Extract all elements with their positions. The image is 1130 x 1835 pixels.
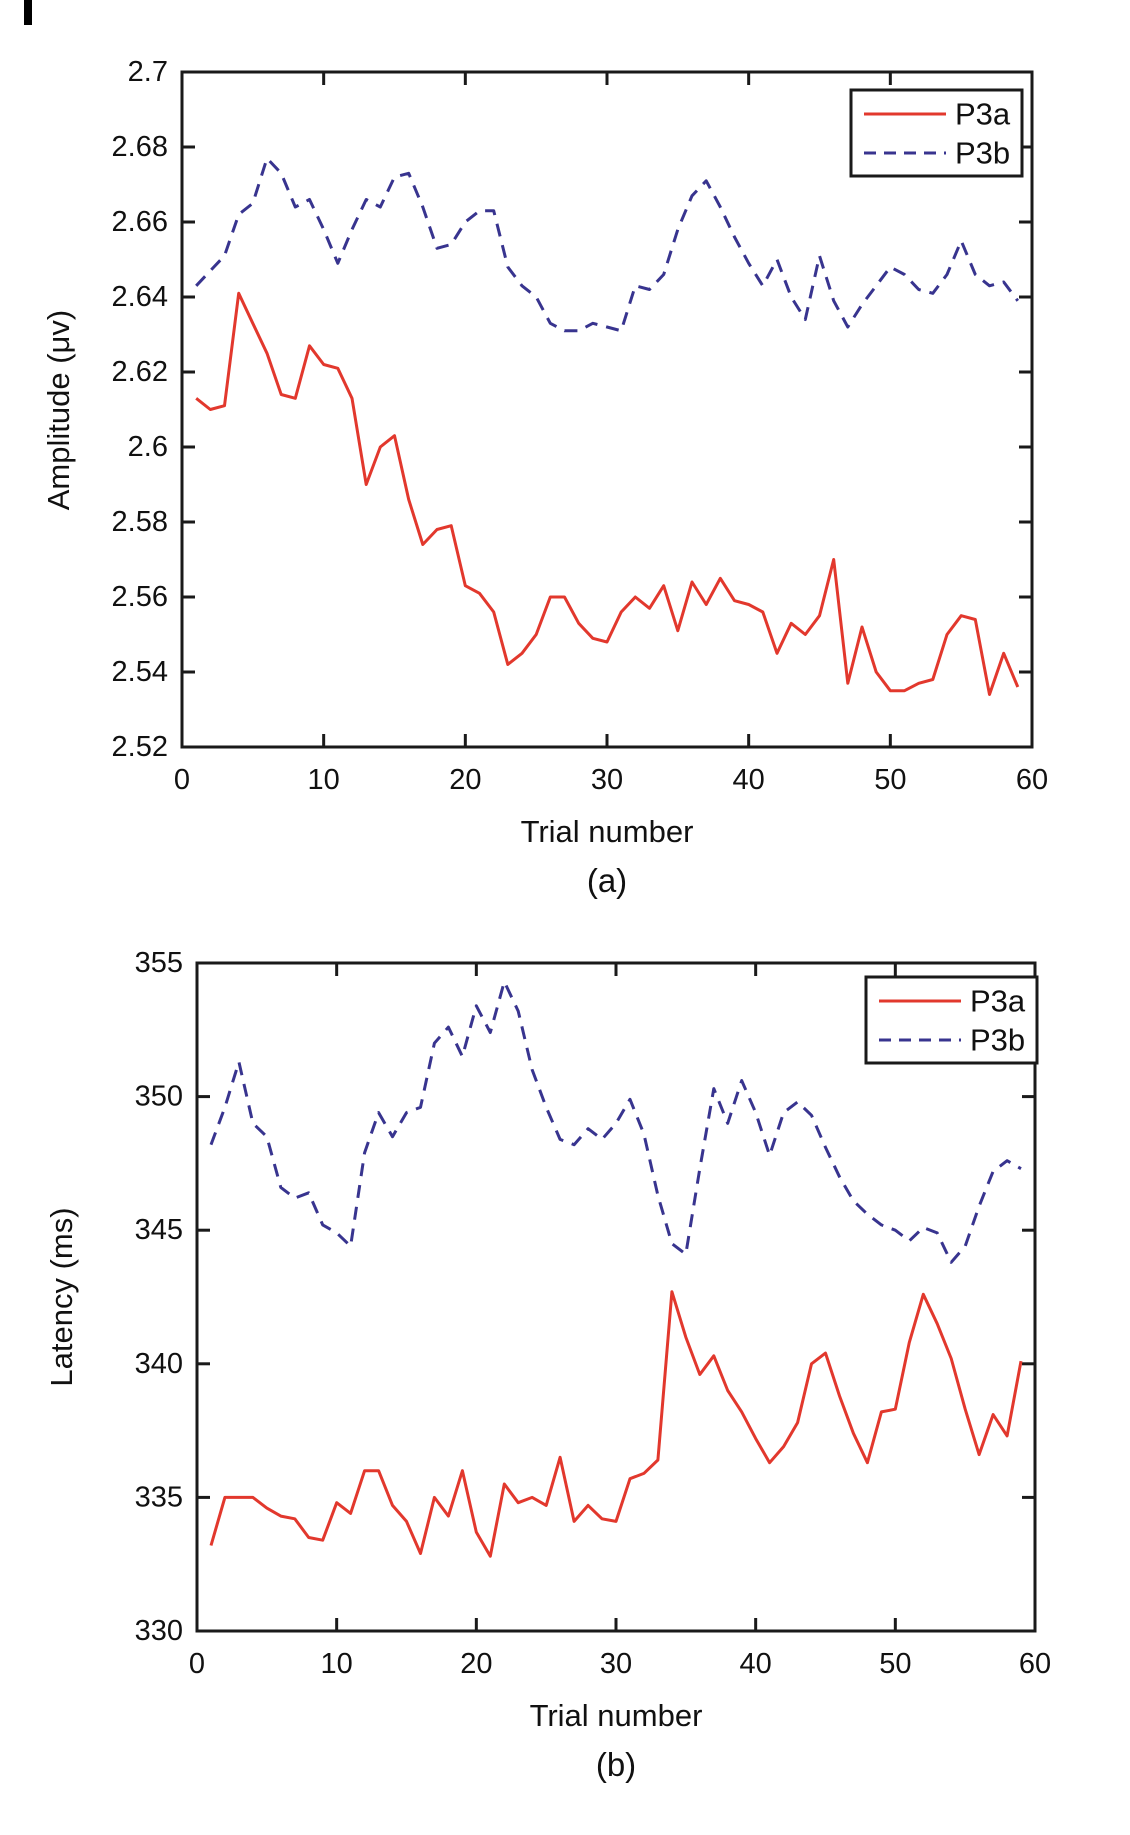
y-tick-label: 2.7: [128, 56, 168, 88]
y-tick-label: 355: [135, 947, 183, 979]
x-tick-label: 10: [321, 1648, 353, 1680]
series-P3b-line: [209, 980, 1022, 1264]
y-tick-label: 330: [135, 1615, 183, 1647]
y-tick-label: 2.56: [112, 581, 168, 613]
chart-b-caption: (b): [595, 1746, 637, 1783]
y-tick-label: 2.52: [112, 731, 168, 763]
y-tick-label: 345: [135, 1214, 183, 1246]
y-tick-label: 2.6: [128, 431, 168, 463]
legend-P3b-label: P3b: [970, 1023, 1025, 1058]
y-tick-label: 2.68: [112, 131, 168, 163]
x-tick-label: 50: [874, 764, 906, 796]
x-tick-label: 30: [600, 1648, 632, 1680]
legend-box: [864, 975, 1039, 1065]
y-tick-label: 2.54: [112, 656, 168, 688]
page-corner-mark: [24, 0, 32, 25]
chart-b-x-axis-title: Trial number: [529, 1698, 703, 1733]
x-tick-label: 60: [1016, 764, 1048, 796]
y-tick-label: 335: [135, 1481, 183, 1513]
chart-a-plot: 0 10 20 30 40 50 60 2.52 2.54 2.56 2.58 2.6 2.62 2.64…: [112, 56, 1049, 796]
legend-P3a-label: P3a: [955, 97, 1011, 132]
legend-P3b-label: P3b: [955, 136, 1010, 171]
x-tick-label: 20: [460, 1648, 492, 1680]
x-tick-label: 40: [740, 1648, 772, 1680]
y-tick-label: 340: [135, 1348, 183, 1380]
chart-b-plot: 0 10 20 30 40 50 60 330 335 340 345 350 355 P3a P3b: [135, 947, 1052, 1680]
x-tick-label: 10: [308, 764, 340, 796]
chart-a-caption: (a): [586, 862, 628, 899]
y-tick-label: 350: [135, 1081, 183, 1113]
x-tick-label: 40: [733, 764, 765, 796]
y-tick-label: 2.66: [112, 206, 168, 238]
chart-a-x-axis-title: Trial number: [520, 814, 694, 849]
series-P3a-line: [195, 291, 1020, 696]
series-P3a-line: [209, 1290, 1023, 1558]
series-P3b-line: [195, 156, 1019, 333]
x-tick-label: 20: [449, 764, 481, 796]
x-tick-label: 60: [1019, 1648, 1051, 1680]
x-tick-label: 0: [189, 1648, 205, 1680]
x-tick-label: 50: [879, 1648, 911, 1680]
legend-P3a-label: P3a: [970, 984, 1026, 1019]
y-tick-label: 2.62: [112, 356, 168, 388]
x-tick-label: 0: [174, 764, 190, 796]
y-tick-label: 2.64: [112, 281, 168, 313]
legend-box: [849, 88, 1024, 178]
y-tick-label: 2.58: [112, 506, 168, 538]
x-tick-label: 30: [591, 764, 623, 796]
